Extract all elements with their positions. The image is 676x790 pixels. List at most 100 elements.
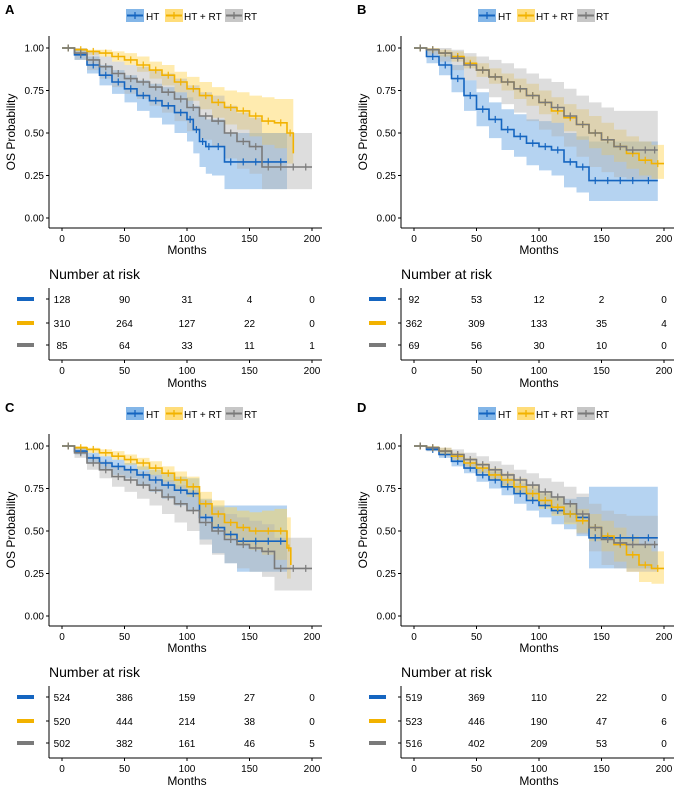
panel-d-legend-rt: RT	[577, 407, 609, 421]
panel-c-risk-cell-ht-rt: 0	[309, 717, 315, 728]
panel-a-legend-label-rt: RT	[244, 12, 257, 23]
panel-b-legend-ht-rt: HT + RT	[517, 9, 574, 23]
panel-b-risk-cell-ht: 92	[408, 295, 420, 306]
panel-a-xtick-label: 200	[304, 234, 321, 245]
panel-c-legend-label-ht-rt: HT + RT	[184, 410, 222, 421]
panel-d-y-label: OS Probability	[356, 492, 370, 569]
panel-d-ytick-label: 0.25	[377, 569, 397, 580]
panel-a: AHT HT + RT RT0.000.250.500.751.000 50 100 15…	[4, 2, 322, 390]
panel-a-risk-cell-ht: 90	[119, 295, 131, 306]
panel-c-band-rt	[62, 446, 312, 591]
panel-a-risk-cell-rt: 85	[56, 341, 68, 352]
panel-b-legend-ht: HT	[478, 9, 511, 23]
panel-d-ytick-label: 0.50	[377, 527, 397, 538]
panel-b-band-ht-rt	[414, 48, 664, 179]
panel-b-band-rt	[414, 48, 658, 179]
panel-a-risk-cell-rt: 11	[244, 341, 255, 352]
panel-b-risk-cell-rt: 10	[596, 341, 608, 352]
panel-c-risk-cell-rt: 5	[309, 739, 315, 750]
panel-a-line-ht-rt	[62, 47, 295, 154]
panel-c-risk-cell-ht-rt: 38	[244, 717, 256, 728]
panel-c-ytick-label: 0.00	[25, 612, 45, 623]
panel-a-y-label: OS Probability	[4, 94, 18, 171]
panel-c-y-label: OS Probability	[4, 492, 18, 569]
panel-c: CHT HT + RT RT0.000.250.500.751.000 50 100 15…	[4, 400, 322, 788]
panel-a-ytick-label: 0.00	[25, 214, 45, 225]
panel-c-risk-title: Number at risk	[49, 664, 141, 680]
panel-d-band-rt	[414, 446, 658, 572]
panel-b-risk-key-ht-rt	[369, 321, 386, 325]
panel-d-risk-cell-ht-rt: 190	[531, 717, 548, 728]
panel-c-ytick-label: 1.00	[25, 442, 45, 453]
panel-b-risk-key-ht	[369, 297, 386, 301]
panel-d-risk-cell-ht-rt: 523	[406, 717, 423, 728]
panel-a-risk-cell-ht-rt: 0	[309, 319, 315, 330]
panel-d-ytick-label: 0.00	[377, 612, 397, 623]
panel-b: BHT HT + RT RT0.000.250.500.751.000 50 100 15…	[356, 2, 674, 390]
panel-a-risk-cell-ht-rt: 310	[54, 319, 71, 330]
panel-d-letter: D	[357, 400, 366, 415]
panel-b-ytick-label: 0.75	[377, 86, 397, 97]
panel-b-risk-xtick-label: 200	[656, 366, 673, 377]
panel-d-ytick-label: 1.00	[377, 442, 397, 453]
panel-c-risk-cell-rt: 46	[244, 739, 256, 750]
panel-b-risk-title: Number at risk	[401, 266, 493, 282]
panel-a-risk-title: Number at risk	[49, 266, 141, 282]
panel-b-risk-cell-ht: 53	[471, 295, 483, 306]
panel-a-risk-xtick-label: 50	[119, 366, 131, 377]
panel-c-risk-xtick-label: 200	[304, 764, 321, 775]
panel-a-risk-cell-ht-rt: 22	[244, 319, 256, 330]
panel-d-risk-cell-ht-rt: 47	[596, 717, 608, 728]
panel-a-band-ht-rt	[62, 48, 294, 190]
panel-a-risk-xtick-label: 200	[304, 366, 321, 377]
panel-b-legend-label-ht-rt: HT + RT	[536, 12, 574, 23]
panel-b-risk-cell-rt: 56	[471, 341, 483, 352]
panel-d-xtick-label: 100	[531, 632, 548, 643]
panel-a-risk-cell-rt: 64	[119, 341, 131, 352]
panel-d-xtick-label: 200	[656, 632, 673, 643]
panel-a-risk-cell-ht: 31	[181, 295, 193, 306]
panel-d-xtick-label: 150	[593, 632, 610, 643]
panel-c-legend-rt: RT	[225, 407, 257, 421]
panel-b-ytick-label: 0.50	[377, 129, 397, 140]
panel-b-letter: B	[357, 2, 366, 17]
panel-a-risk-cell-rt: 1	[309, 341, 315, 352]
panel-b-risk-cell-ht: 0	[661, 295, 667, 306]
panel-b-ytick-label: 0.00	[377, 214, 397, 225]
panel-d-risk-cell-rt: 0	[661, 739, 667, 750]
panel-c-xtick-label: 150	[241, 632, 258, 643]
panel-d-risk-cell-ht: 0	[661, 693, 667, 704]
panel-a-xtick-label: 150	[241, 234, 258, 245]
panel-b-legend-rt: RT	[577, 9, 609, 23]
panel-a-risk-xtick-label: 0	[59, 366, 65, 377]
panel-a-risk-key-rt	[17, 343, 34, 347]
panel-c-legend-ht: HT	[126, 407, 159, 421]
panel-d-risk-key-ht-rt	[369, 719, 386, 723]
panel-d-risk-cell-ht-rt: 446	[468, 717, 485, 728]
panel-a-risk-key-ht-rt	[17, 321, 34, 325]
panel-b-risk-xtick-label: 50	[471, 366, 483, 377]
panel-d-xtick-label: 50	[471, 632, 483, 643]
panel-c-risk-cell-ht-rt: 520	[54, 717, 71, 728]
panel-b-ytick-label: 1.00	[377, 44, 397, 55]
panel-a-risk-cell-ht: 128	[54, 295, 71, 306]
panel-b-legend-label-rt: RT	[596, 12, 609, 23]
panel-c-risk-xtick-label: 150	[241, 764, 258, 775]
panel-d-risk-x-label: Months	[519, 774, 558, 785]
panel-c-risk-cell-ht: 386	[116, 693, 133, 704]
panel-b-risk-x-label: Months	[519, 376, 558, 390]
panel-a-legend-label-ht: HT	[146, 12, 159, 23]
panel-c-risk-key-ht	[17, 695, 34, 699]
panel-c-risk-cell-ht: 0	[309, 693, 315, 704]
panel-a-xtick-label: 50	[119, 234, 131, 245]
panel-b-risk-cell-ht: 2	[599, 295, 605, 306]
panel-d-risk-cell-ht: 22	[596, 693, 608, 704]
panel-d-risk-cell-ht: 519	[406, 693, 423, 704]
panel-d-risk-cell-ht-rt: 6	[661, 717, 667, 728]
panel-a-ytick-label: 0.75	[25, 86, 45, 97]
panel-a-risk-cell-rt: 33	[181, 341, 193, 352]
panel-b-risk-cell-ht-rt: 35	[596, 319, 608, 330]
panel-c-line-ht-rt	[62, 445, 292, 565]
panel-d-risk-xtick-label: 0	[411, 764, 417, 775]
